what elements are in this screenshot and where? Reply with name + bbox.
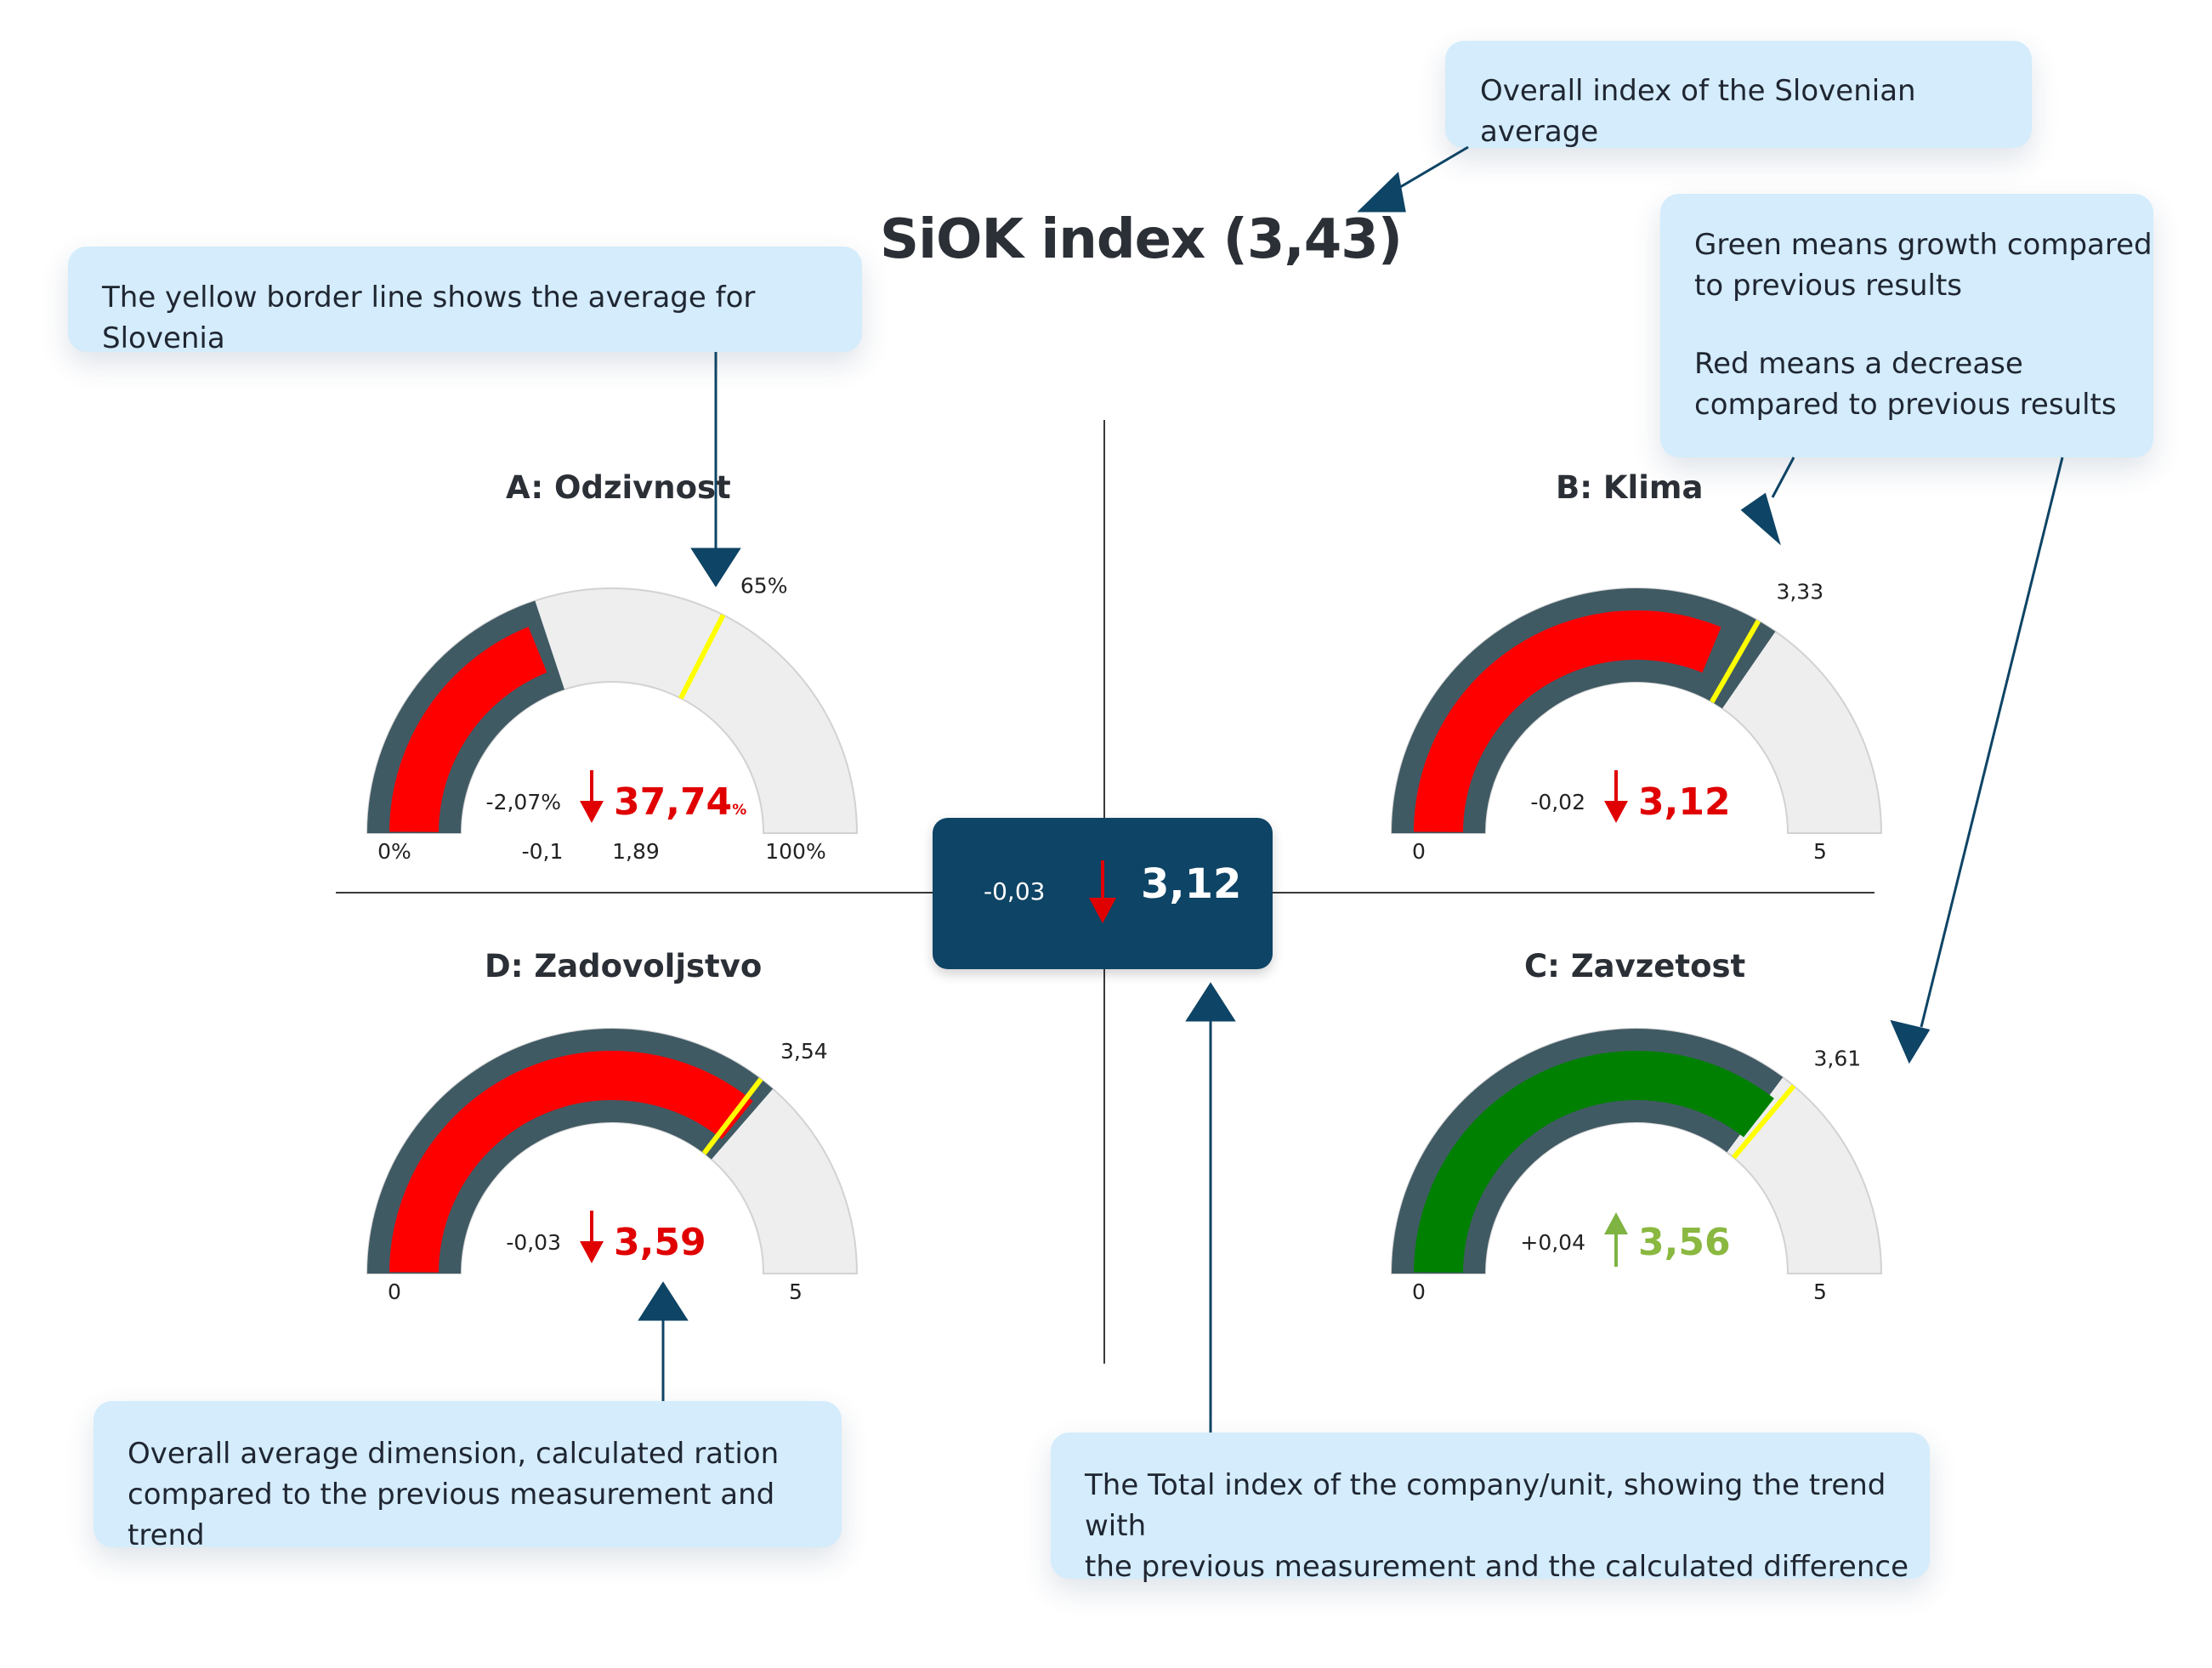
page-title: SiOK index (3,43) [880, 208, 1403, 271]
total-index-delta: -0,03 [984, 877, 1046, 905]
total-index-box: -0,03 3,12 [933, 818, 1273, 969]
trend-down-arrow-icon [1089, 860, 1116, 923]
gauge-delta: +0,04 [1520, 1230, 1585, 1255]
gauge-value-fill [389, 1051, 753, 1273]
callout-text-1: The Total index of the company/unit, sho… [1085, 1468, 1886, 1543]
arrow-to-value-d-head [638, 1281, 689, 1321]
callout-yellow-line: The yellow border line shows the average… [68, 247, 862, 355]
gauge-value: 3,56 [1638, 1221, 1731, 1264]
gauge-average-label: 3,54 [780, 1039, 828, 1064]
callout-dimension: Overall average dimension, calculated ra… [94, 1401, 842, 1552]
gauge-delta: -2,07% [486, 790, 561, 814]
gauge-max-label: 100% [765, 839, 825, 864]
arrow-to-gauge-b [1771, 457, 1795, 498]
gauge-d: 3,54 0 5 -0,03 3,59 [366, 1028, 859, 1304]
arrow-to-gauge-c-head [1890, 1019, 1931, 1064]
callout-text-2: the previous measurement and the calcula… [1085, 1550, 1909, 1584]
gauge-c: 3,61 0 5 +0,04 3,56 [1390, 1028, 1883, 1304]
callout-text-growth-2: to previous results [1694, 269, 1963, 303]
gauge-average-marker [1710, 619, 1761, 704]
gauge-b: 3,33 0 5 -0,02 3,12 [1390, 580, 1883, 864]
gauge-previous-value: 1,89 [612, 839, 660, 864]
callout-text: The yellow border line shows the average… [102, 281, 756, 355]
gauge-min-label: 0 [1412, 1279, 1426, 1304]
gauge-max-label: 5 [1813, 839, 1827, 864]
callout-slovenian-average: Overall index of the Slovenian average [1445, 41, 2032, 149]
gauge-delta: -0,03 [506, 1230, 561, 1255]
trend-down-arrow-icon [580, 801, 604, 823]
gauge-delta: -0,02 [1530, 790, 1585, 814]
arrow-to-avg-line-head [690, 547, 741, 587]
gauge-max-label: 5 [1813, 1279, 1827, 1304]
trend-down-arrow-icon [580, 1241, 604, 1263]
gauge-value-fill [1414, 1051, 1774, 1273]
gauge-average-label: 3,61 [1814, 1046, 1862, 1070]
arrow-to-total-box-head [1185, 982, 1236, 1022]
arrow-to-gauge-c [1920, 457, 2064, 1028]
gauge-value: 3,59 [614, 1221, 706, 1264]
gauge-b-title: B: Klima [1556, 469, 1704, 506]
gauge-a-title: A: Odzivnost [506, 469, 731, 506]
callout-text-decrease-1: Red means a decrease [1694, 347, 2023, 381]
callout-text-1: Overall average dimension, calculated ra… [128, 1437, 780, 1471]
callout-text-growth-1: Green means growth compared [1694, 228, 2152, 262]
gauge-value-unit: % [732, 802, 746, 819]
gauge-value: 37,74% [614, 780, 746, 824]
arrow-to-title-head [1357, 171, 1406, 213]
callout-growth-decrease: Green means growth compared to previous … [1660, 194, 2153, 457]
gauge-a: 65% 0% 100% -2,07% 37,74% -0,1 1,89 [366, 573, 859, 864]
gauge-value-fill [389, 627, 547, 832]
gauge-previous-delta: -0,1 [522, 839, 564, 864]
gauge-average-marker [678, 614, 726, 700]
gauge-max-label: 5 [789, 1279, 803, 1304]
gauge-value-fill [1414, 610, 1721, 832]
gauge-d-title: D: Zadovoljstvo [485, 948, 763, 984]
gauge-average-label: 65% [740, 573, 788, 598]
callout-text-decrease-2: compared to previous results [1694, 388, 2117, 422]
trend-down-arrow-icon [1604, 801, 1628, 823]
callout-text-2: compared to the previous measurement and… [128, 1478, 775, 1552]
trend-up-arrow-icon [1604, 1212, 1628, 1234]
gauge-c-title: C: Zavzetost [1524, 948, 1746, 984]
gauge-average-marker [701, 1077, 763, 1155]
callout-text: Overall index of the Slovenian average [1480, 74, 1916, 149]
arrow-to-gauge-b-head [1740, 492, 1781, 546]
gauge-average-marker [1732, 1084, 1796, 1160]
gauge-min-label: 0 [1412, 839, 1426, 864]
gauge-value: 3,12 [1638, 780, 1731, 824]
callout-total-index: The Total index of the company/unit, sho… [1051, 1433, 1930, 1584]
gauge-average-label: 3,33 [1776, 580, 1823, 604]
gauge-min-label: 0% [377, 839, 411, 864]
total-index-value: 3,12 [1141, 860, 1242, 908]
gauge-min-label: 0 [388, 1279, 401, 1304]
